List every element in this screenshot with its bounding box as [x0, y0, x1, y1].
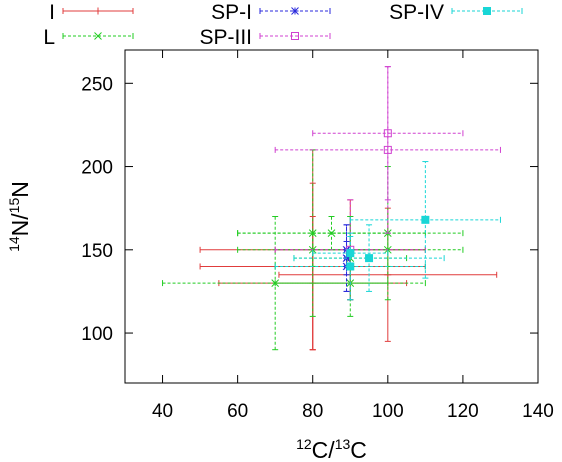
series-sp-iv	[274, 161, 501, 301]
x-tick-label: 40	[152, 401, 173, 422]
y-axis-label-base: N	[7, 220, 33, 237]
plot-area	[124, 49, 539, 384]
legend-marker	[483, 7, 491, 15]
marker-stroke	[291, 7, 299, 15]
legend-label: SP-III	[199, 26, 252, 49]
data-point	[349, 161, 501, 279]
x-tick-label: 60	[227, 401, 248, 422]
marker-stroke	[327, 229, 336, 238]
legend-label: SP-I	[211, 1, 252, 24]
marker-fill	[365, 254, 374, 263]
legend-marker	[94, 7, 102, 15]
x-axis-label-base: C	[312, 437, 329, 462]
legend-marker	[94, 32, 102, 40]
x-axis-label-sup: 12	[296, 436, 312, 452]
legend-entry: L	[43, 26, 134, 49]
data-point	[293, 224, 445, 292]
plot-frame	[124, 49, 539, 384]
point-marker	[365, 254, 374, 263]
legend-label: SP-IV	[389, 1, 444, 24]
legend-entry: SP-IV	[389, 1, 523, 24]
data-point	[274, 66, 501, 234]
legend-label: I	[49, 1, 55, 24]
marker-fill	[346, 249, 355, 258]
legend-label: L	[43, 26, 55, 49]
x-axis-label-base2: C	[350, 437, 367, 462]
x-axis-label-sup2: 13	[335, 436, 351, 452]
axis-ticks: 40 60 80 100 120 140 100 150 200 250	[81, 50, 554, 422]
x-tick-label: 140	[522, 401, 554, 422]
y-axis-label-sep: /	[7, 213, 33, 220]
marker-stroke	[94, 32, 102, 40]
legend-marker	[291, 7, 299, 15]
marker-fill	[483, 7, 491, 15]
y-tick-label: 200	[81, 158, 113, 179]
point-marker	[327, 229, 336, 238]
x-tick-label: 120	[447, 401, 479, 422]
y-axis-label-base2: N	[7, 181, 33, 198]
legend-marker	[291, 32, 299, 40]
point-marker	[346, 249, 355, 258]
y-tick-label: 150	[81, 241, 113, 262]
y-axis-label: 14N/15N	[6, 181, 33, 252]
marker-stroke	[383, 145, 392, 154]
point-marker	[421, 215, 430, 224]
x-tick-label: 80	[302, 401, 323, 422]
error-bars	[162, 66, 501, 351]
y-tick-label: 250	[81, 74, 113, 95]
y-axis-label-sup2: 15	[6, 198, 22, 214]
x-axis-label: 12C/13C	[296, 436, 367, 462]
marker-fill	[421, 215, 430, 224]
legend-entry: I	[49, 1, 134, 24]
marker-stroke	[291, 32, 299, 40]
x-tick-label: 100	[372, 401, 404, 422]
y-axis-label-sup: 14	[6, 236, 22, 252]
data-point	[312, 235, 389, 271]
data-point	[237, 216, 426, 251]
legend-entry: SP-III	[199, 26, 331, 49]
y-tick-label: 100	[81, 324, 113, 345]
legend: IL SP-ISP-III SP-IV	[43, 1, 523, 49]
x-axis-label-sep: /	[328, 437, 335, 462]
point-marker	[383, 145, 392, 154]
legend-entry: SP-I	[211, 1, 331, 24]
